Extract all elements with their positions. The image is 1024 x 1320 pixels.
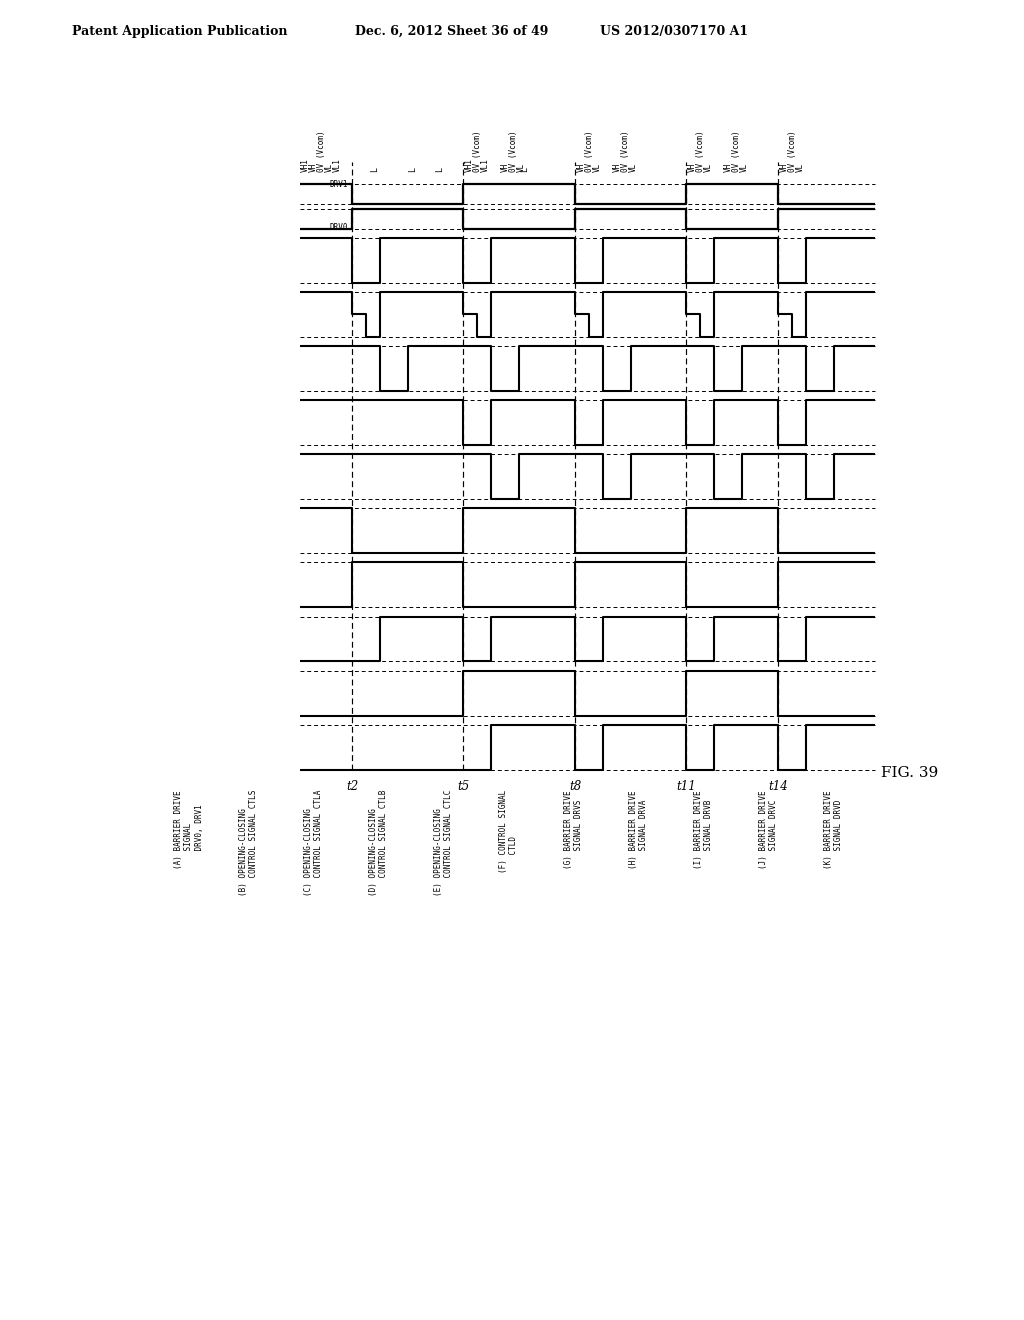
Text: (H) BARRIER DRIVE
    SIGNAL DRVA: (H) BARRIER DRIVE SIGNAL DRVA [629,789,648,869]
Text: (G) BARRIER DRIVE
    SIGNAL DRVS: (G) BARRIER DRIVE SIGNAL DRVS [564,789,584,869]
Text: (E) OPENING-CLOSING
    CONTROL SIGNAL CTLC: (E) OPENING-CLOSING CONTROL SIGNAL CTLC [434,789,454,896]
Text: (F) CONTROL SIGNAL
    CTLD: (F) CONTROL SIGNAL CTLD [499,789,518,874]
Text: 0V (Vcom): 0V (Vcom) [317,131,326,172]
Text: VH: VH [577,162,586,172]
Text: (K) BARRIER DRIVE
    SIGNAL DRVD: (K) BARRIER DRIVE SIGNAL DRVD [824,789,844,869]
Text: t14: t14 [768,780,787,793]
Text: VH1: VH1 [465,158,474,172]
Text: VL: VL [740,162,749,172]
Text: Sheet 36 of 49: Sheet 36 of 49 [447,25,549,38]
Text: 0V (Vcom): 0V (Vcom) [585,131,594,172]
Text: VH: VH [688,162,697,172]
Text: (B) OPENING-CLOSING
    CONTROL SIGNAL CTLS: (B) OPENING-CLOSING CONTROL SIGNAL CTLS [239,789,258,896]
Text: 0V (Vcom): 0V (Vcom) [473,131,482,172]
Text: VL: VL [629,162,638,172]
Text: (I) BARRIER DRIVE
    SIGNAL DRVB: (I) BARRIER DRIVE SIGNAL DRVB [694,789,714,869]
Text: VL: VL [796,162,805,172]
Text: DRV0: DRV0 [330,223,348,232]
Text: L: L [435,168,444,172]
Text: t8: t8 [569,780,582,793]
Text: t11: t11 [676,780,696,793]
Text: 0V (Vcom): 0V (Vcom) [509,131,518,172]
Text: VH: VH [724,162,733,172]
Text: DRV1: DRV1 [330,181,348,189]
Text: L: L [408,168,417,172]
Text: VH: VH [309,162,318,172]
Text: Dec. 6, 2012: Dec. 6, 2012 [355,25,442,38]
Text: VH: VH [780,162,790,172]
Text: (D) OPENING-CLOSING
    CONTROL SIGNAL CTLB: (D) OPENING-CLOSING CONTROL SIGNAL CTLB [369,789,388,896]
Text: (C) OPENING-CLOSING
    CONTROL SIGNAL CTLA: (C) OPENING-CLOSING CONTROL SIGNAL CTLA [304,789,324,896]
Text: Patent Application Publication: Patent Application Publication [72,25,288,38]
Text: 0V (Vcom): 0V (Vcom) [788,131,797,172]
Text: 0V (Vcom): 0V (Vcom) [621,131,630,172]
Text: L: L [520,168,529,172]
Text: VL: VL [593,162,602,172]
Text: VH: VH [613,162,622,172]
Text: (J) BARRIER DRIVE
    SIGNAL DRVC: (J) BARRIER DRIVE SIGNAL DRVC [759,789,778,869]
Text: 0V (Vcom): 0V (Vcom) [696,131,705,172]
Text: US 2012/0307170 A1: US 2012/0307170 A1 [600,25,749,38]
Text: t2: t2 [346,780,358,793]
Text: VH: VH [501,162,510,172]
Text: FIG. 39: FIG. 39 [882,766,939,780]
Text: VL: VL [517,162,526,172]
Text: VH1: VH1 [301,158,310,172]
Text: VL1: VL1 [333,158,342,172]
Text: VL1: VL1 [481,158,490,172]
Text: 0V (Vcom): 0V (Vcom) [732,131,741,172]
Text: VL: VL [325,162,334,172]
Text: (A) BARRIER DRIVE
    SIGNAL
    DRV0, DRV1: (A) BARRIER DRIVE SIGNAL DRV0, DRV1 [174,789,204,869]
Text: t5: t5 [457,780,469,793]
Text: L: L [370,168,379,172]
Text: VL: VL [705,162,713,172]
